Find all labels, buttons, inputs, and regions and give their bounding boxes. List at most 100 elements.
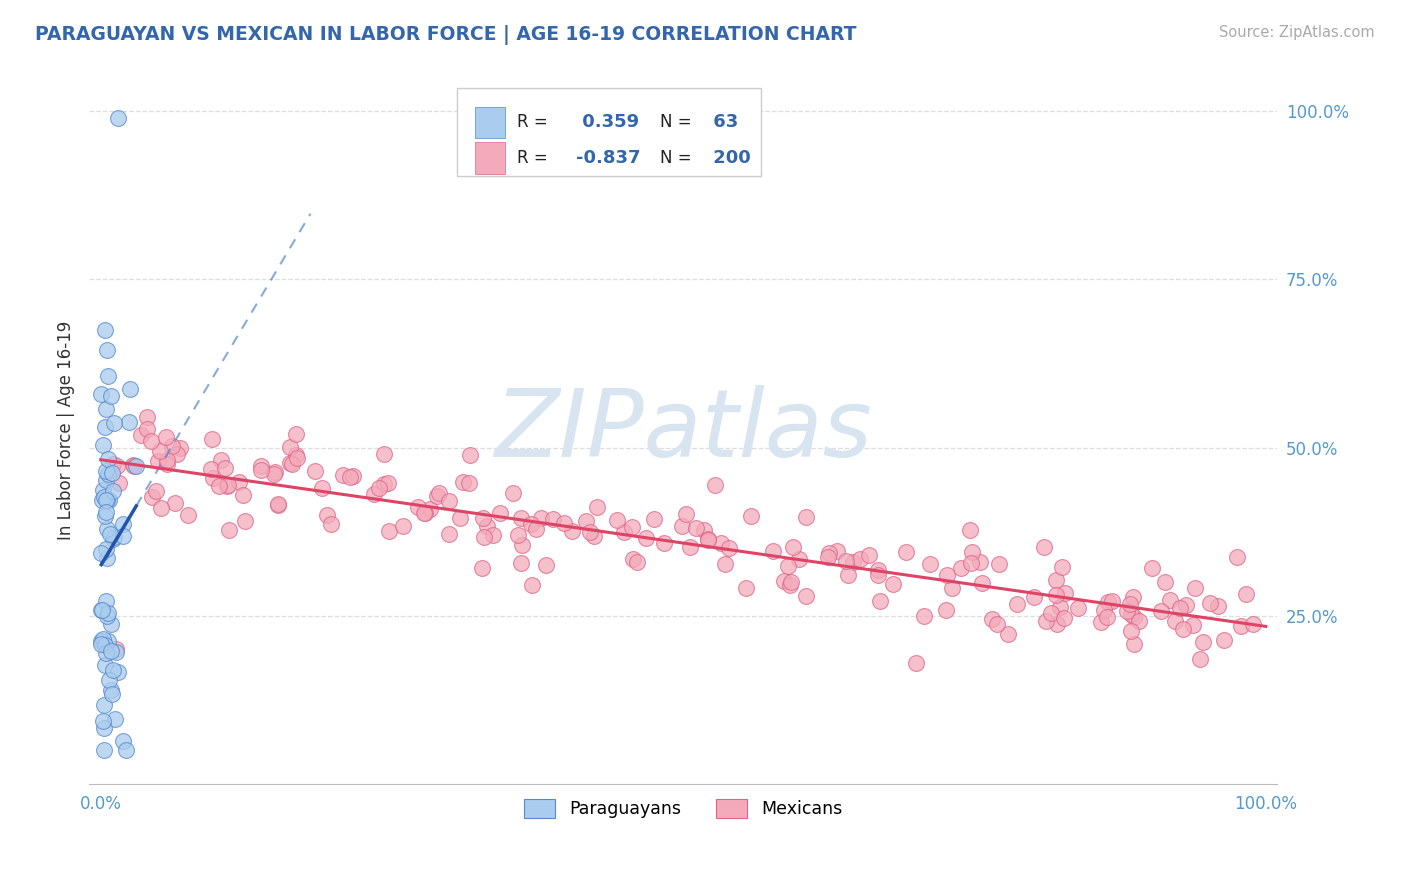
FancyBboxPatch shape <box>457 88 761 177</box>
Point <box>155 430 177 444</box>
Text: -0.837: -0.837 <box>576 149 641 167</box>
Point <box>96 550 118 565</box>
Point <box>284 426 307 441</box>
Point <box>94 638 117 652</box>
Point <box>1119 607 1142 622</box>
Point <box>510 556 533 570</box>
Point <box>1035 614 1057 628</box>
Point <box>1121 624 1143 638</box>
Point <box>118 415 141 429</box>
Point <box>90 634 112 648</box>
Point <box>112 734 135 748</box>
Point <box>91 632 114 646</box>
Point <box>1199 596 1222 610</box>
Point <box>90 387 112 401</box>
Point <box>122 458 145 472</box>
Point <box>91 483 114 497</box>
Point <box>278 456 301 470</box>
Point <box>93 743 115 757</box>
Point <box>149 444 172 458</box>
Point <box>233 514 256 528</box>
Point <box>378 524 401 538</box>
Text: 0.359: 0.359 <box>576 113 640 131</box>
Y-axis label: In Labor Force | Age 16-19: In Labor Force | Age 16-19 <box>58 321 75 541</box>
Point <box>163 496 186 510</box>
Point <box>96 473 118 487</box>
Point <box>522 578 544 592</box>
Point <box>427 485 450 500</box>
Point <box>1101 594 1123 608</box>
Point <box>1115 604 1137 618</box>
Point <box>1175 599 1198 613</box>
Point <box>156 457 179 471</box>
Text: 200: 200 <box>707 149 751 167</box>
Point <box>100 389 122 403</box>
Point <box>114 743 136 757</box>
Point <box>162 439 184 453</box>
Point <box>342 469 364 483</box>
Point <box>97 369 120 384</box>
Point <box>267 497 290 511</box>
Point <box>697 533 720 547</box>
Point <box>950 561 973 575</box>
Point <box>96 493 118 508</box>
Point <box>582 529 605 543</box>
Point <box>613 524 636 539</box>
Point <box>1192 635 1215 649</box>
Point <box>959 523 981 537</box>
Point <box>93 698 115 713</box>
Point <box>936 568 959 582</box>
Text: Source: ZipAtlas.com: Source: ZipAtlas.com <box>1219 25 1375 40</box>
Point <box>97 673 120 687</box>
Point <box>460 448 482 462</box>
Point <box>1140 561 1163 575</box>
Point <box>90 637 112 651</box>
Point <box>103 416 125 430</box>
Point <box>718 541 741 555</box>
Point <box>762 543 785 558</box>
Point <box>740 509 762 524</box>
Point <box>561 524 583 539</box>
Point <box>794 589 817 603</box>
Point <box>321 516 343 531</box>
Point <box>787 552 810 566</box>
Point <box>1119 597 1142 611</box>
Point <box>280 440 302 454</box>
Point <box>392 519 415 533</box>
Legend: Paraguayans, Mexicans: Paraguayans, Mexicans <box>517 792 849 825</box>
Point <box>606 513 628 527</box>
Point <box>141 491 163 505</box>
Point <box>1046 617 1069 632</box>
Point <box>280 457 302 471</box>
Point <box>1033 540 1056 554</box>
Point <box>104 642 127 657</box>
Point <box>1168 601 1191 615</box>
Point <box>118 382 141 396</box>
Point <box>141 434 163 449</box>
Point <box>145 483 167 498</box>
Bar <box>475 143 505 174</box>
Point <box>882 577 904 591</box>
Point <box>696 532 718 546</box>
Point <box>1097 595 1119 609</box>
Point <box>437 526 460 541</box>
Point <box>209 453 232 467</box>
Point <box>1206 599 1229 614</box>
Point <box>250 458 273 473</box>
Point <box>1049 599 1071 614</box>
Point <box>817 550 839 565</box>
Point <box>980 612 1002 626</box>
Point <box>264 465 287 479</box>
Point <box>98 492 121 507</box>
Point <box>94 493 117 508</box>
Point <box>136 422 159 436</box>
Point <box>471 560 494 574</box>
Point <box>363 486 385 500</box>
Point <box>166 447 188 461</box>
Point <box>869 594 891 608</box>
Point <box>825 544 848 558</box>
Point <box>177 508 200 522</box>
Point <box>373 447 395 461</box>
Point <box>412 506 434 520</box>
Point <box>100 617 122 632</box>
